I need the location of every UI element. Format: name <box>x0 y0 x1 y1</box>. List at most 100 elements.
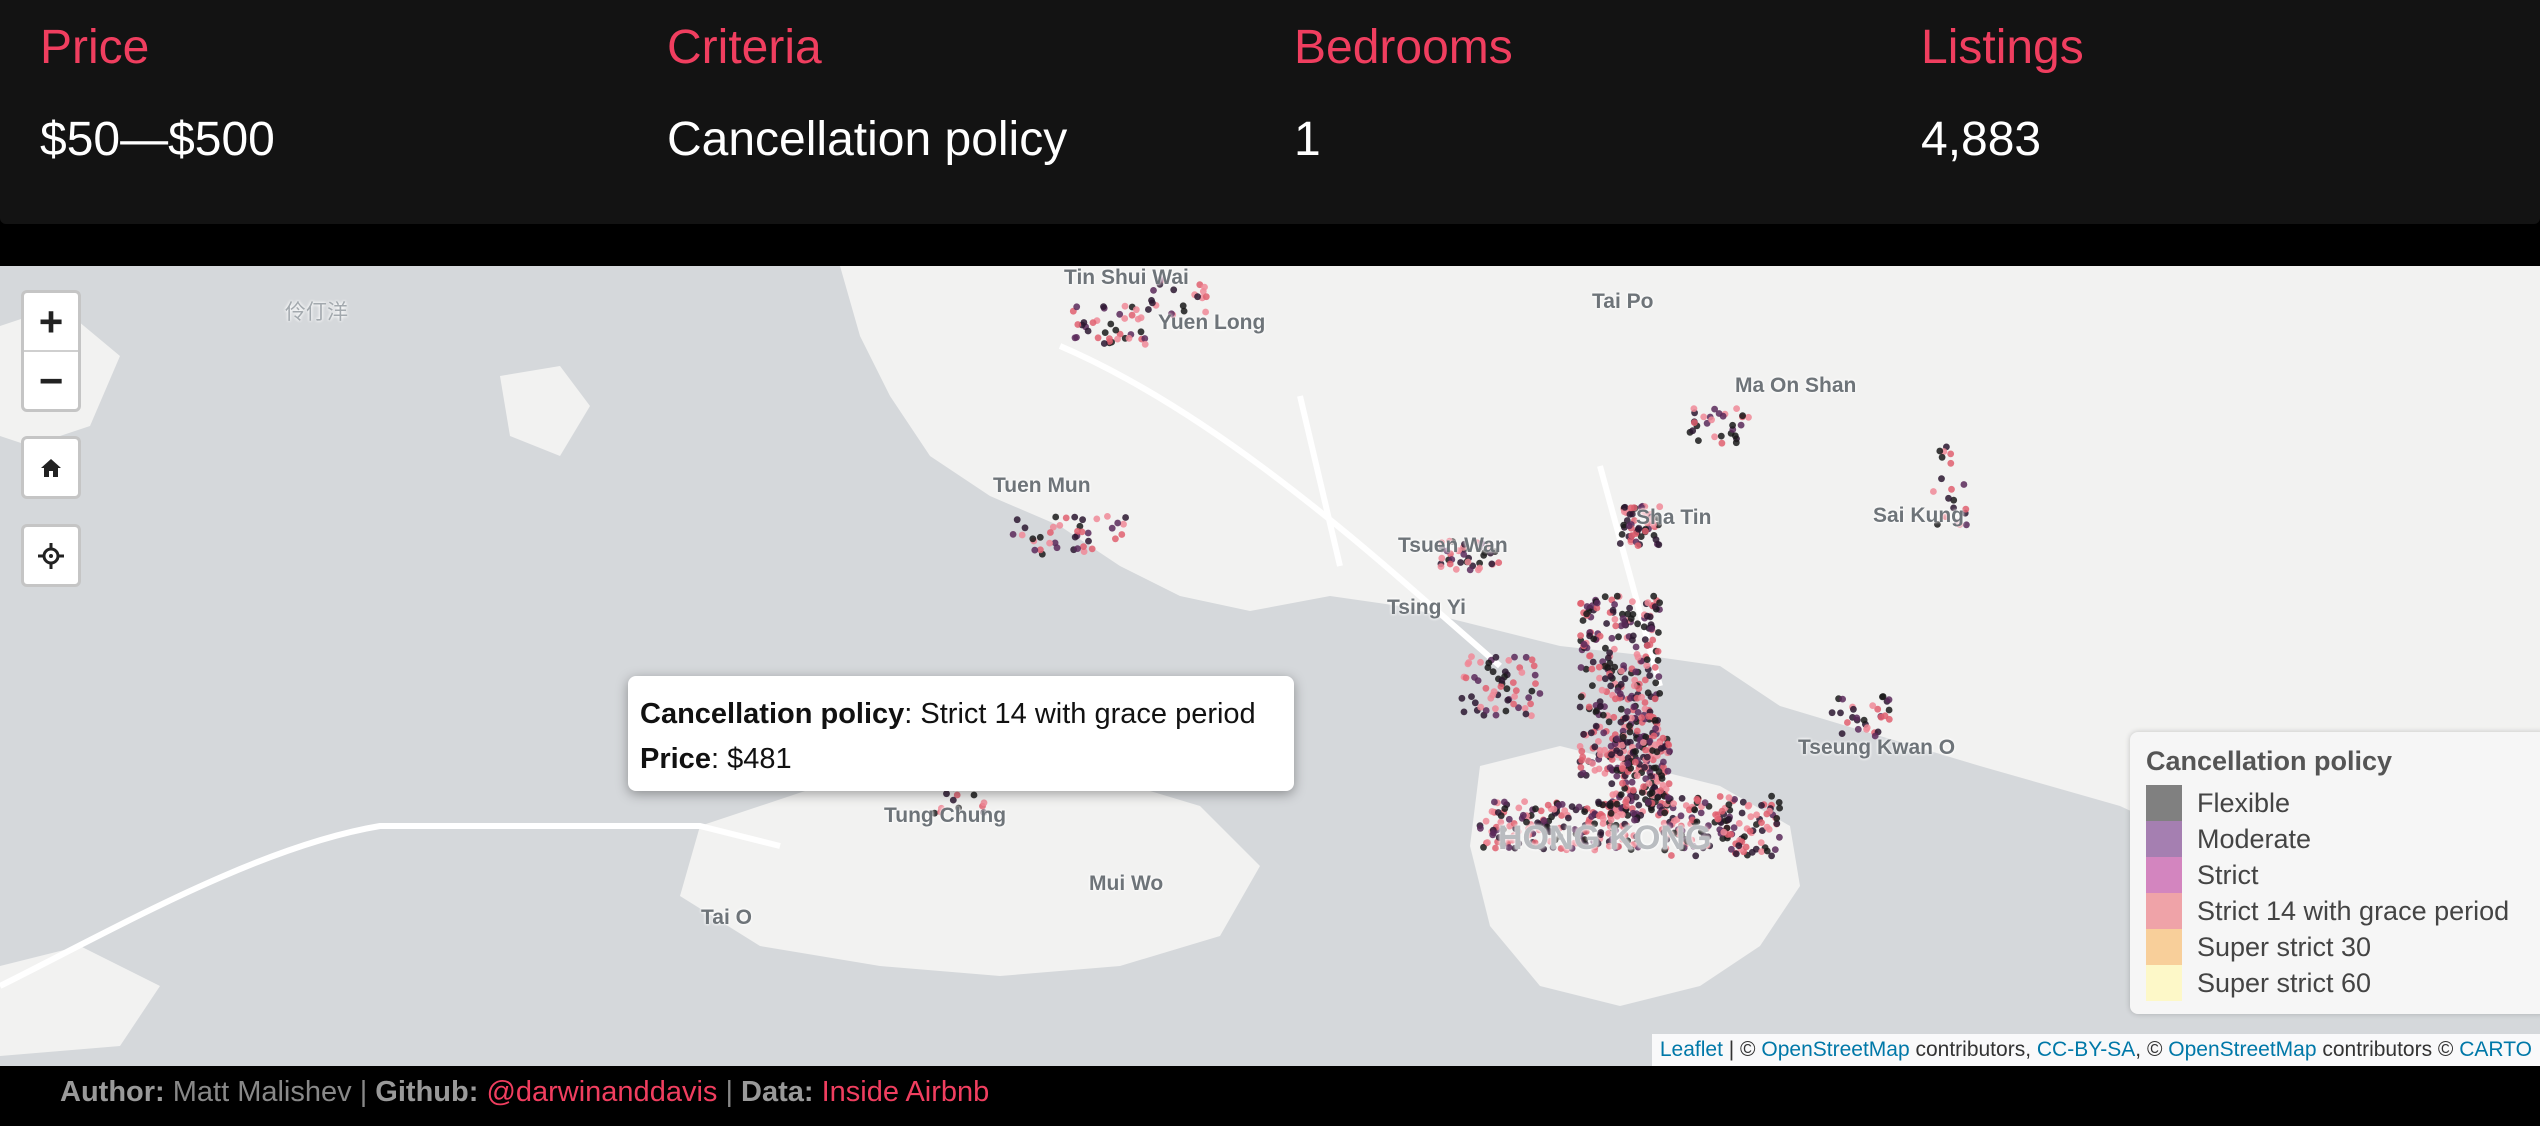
listing-marker[interactable] <box>1607 742 1615 750</box>
listing-marker[interactable] <box>1525 831 1533 839</box>
listing-marker[interactable] <box>1577 664 1585 671</box>
listing-marker[interactable] <box>1628 714 1635 722</box>
listing-marker[interactable] <box>1530 662 1538 670</box>
listing-marker[interactable] <box>1619 836 1626 843</box>
listing-marker[interactable] <box>1666 822 1674 829</box>
listing-marker[interactable] <box>1583 603 1591 610</box>
listing-marker[interactable] <box>1580 640 1588 648</box>
listing-marker[interactable] <box>1742 843 1750 851</box>
listing-marker[interactable] <box>1056 522 1064 529</box>
listing-marker[interactable] <box>1052 513 1060 521</box>
listing-marker[interactable] <box>1608 835 1616 843</box>
listing-marker[interactable] <box>1577 764 1585 771</box>
listing-marker[interactable] <box>1112 326 1120 334</box>
listing-marker[interactable] <box>1614 687 1622 694</box>
listing-marker[interactable] <box>1748 848 1756 856</box>
listing-marker[interactable] <box>1601 593 1609 601</box>
listing-marker[interactable] <box>1118 531 1126 538</box>
listing-marker[interactable] <box>1505 815 1513 823</box>
listing-marker[interactable] <box>1504 696 1512 704</box>
listing-marker[interactable] <box>1659 734 1667 742</box>
listing-marker[interactable] <box>1605 718 1613 726</box>
listing-marker[interactable] <box>1586 652 1593 660</box>
listing-marker[interactable] <box>1776 833 1783 841</box>
listing-marker[interactable] <box>1617 705 1625 713</box>
listing-marker[interactable] <box>1660 819 1668 827</box>
listing-marker[interactable] <box>1758 848 1765 855</box>
listing-marker[interactable] <box>1018 531 1026 539</box>
listing-marker[interactable] <box>1582 828 1590 835</box>
listing-marker[interactable] <box>1705 822 1712 830</box>
listing-marker[interactable] <box>1720 828 1728 836</box>
listing-marker[interactable] <box>1202 293 1210 301</box>
listing-marker[interactable] <box>1758 827 1766 834</box>
listing-marker[interactable] <box>1717 432 1725 440</box>
listing-marker[interactable] <box>1934 521 1941 528</box>
listing-marker[interactable] <box>1558 812 1565 819</box>
listing-marker[interactable] <box>1624 708 1631 715</box>
listing-marker[interactable] <box>1660 758 1667 766</box>
listing-marker[interactable] <box>1495 834 1503 841</box>
listing-marker[interactable] <box>1491 798 1498 806</box>
listing-marker[interactable] <box>1594 840 1602 847</box>
listing-marker[interactable] <box>1632 748 1639 755</box>
listing-marker[interactable] <box>1590 635 1598 643</box>
listing-marker[interactable] <box>1617 718 1625 726</box>
listing-marker[interactable] <box>1202 308 1209 316</box>
listing-marker[interactable] <box>1497 683 1505 690</box>
listing-marker[interactable] <box>1528 712 1535 720</box>
listing-marker[interactable] <box>1753 821 1760 828</box>
listing-marker[interactable] <box>1776 804 1783 812</box>
listing-marker[interactable] <box>1664 794 1672 801</box>
listing-marker[interactable] <box>1492 653 1500 661</box>
listing-marker[interactable] <box>1612 821 1620 829</box>
listing-marker[interactable] <box>1525 825 1532 833</box>
listing-marker[interactable] <box>1613 747 1620 754</box>
listing-marker[interactable] <box>1657 787 1664 795</box>
listing-marker[interactable] <box>1631 676 1639 684</box>
listing-marker[interactable] <box>1711 405 1718 413</box>
map-view[interactable]: Tin Shui Wai Yuen Long Tai Po Ma On Shan… <box>0 266 2540 1066</box>
listing-marker[interactable] <box>1731 432 1739 440</box>
listing-marker[interactable] <box>970 791 978 799</box>
listing-marker[interactable] <box>1049 523 1057 531</box>
listing-marker[interactable] <box>1157 275 1165 283</box>
home-button[interactable] <box>24 439 78 496</box>
listing-marker[interactable] <box>1597 703 1604 710</box>
listing-marker[interactable] <box>1663 835 1671 843</box>
listing-marker[interactable] <box>1629 809 1637 817</box>
listing-marker[interactable] <box>1605 830 1612 837</box>
listing-marker[interactable] <box>1121 315 1129 322</box>
listing-marker[interactable] <box>1180 307 1188 315</box>
listing-marker[interactable] <box>1593 604 1601 612</box>
listing-marker[interactable] <box>1659 781 1667 789</box>
listing-marker[interactable] <box>1544 801 1552 809</box>
listing-marker[interactable] <box>1555 801 1562 809</box>
listing-marker[interactable] <box>1768 792 1775 800</box>
listing-marker[interactable] <box>1633 772 1641 780</box>
listing-marker[interactable] <box>1642 746 1649 754</box>
listing-marker[interactable] <box>1606 764 1614 771</box>
listing-marker[interactable] <box>1633 833 1641 840</box>
listing-marker[interactable] <box>1942 513 1949 520</box>
listing-marker[interactable] <box>1646 737 1654 745</box>
listing-marker[interactable] <box>1525 694 1533 701</box>
listing-marker[interactable] <box>1648 515 1656 522</box>
listing-marker[interactable] <box>1618 667 1625 675</box>
listing-marker[interactable] <box>1602 644 1609 652</box>
listing-marker[interactable] <box>1104 513 1111 520</box>
listing-marker[interactable] <box>1047 529 1054 536</box>
listing-marker[interactable] <box>1515 704 1522 712</box>
cc-by-sa-link[interactable]: CC-BY-SA <box>2036 1038 2136 1061</box>
listing-marker[interactable] <box>1608 780 1616 788</box>
listing-marker[interactable] <box>1568 845 1576 852</box>
listing-marker[interactable] <box>1950 496 1958 504</box>
listing-marker[interactable] <box>1438 554 1446 562</box>
listing-marker[interactable] <box>1837 709 1844 717</box>
listing-marker[interactable] <box>1046 539 1053 547</box>
listing-marker[interactable] <box>1446 537 1453 545</box>
listing-marker[interactable] <box>1725 794 1733 801</box>
listing-marker[interactable] <box>1621 675 1629 683</box>
listing-marker[interactable] <box>1595 738 1602 745</box>
listing-marker[interactable] <box>1587 729 1595 737</box>
